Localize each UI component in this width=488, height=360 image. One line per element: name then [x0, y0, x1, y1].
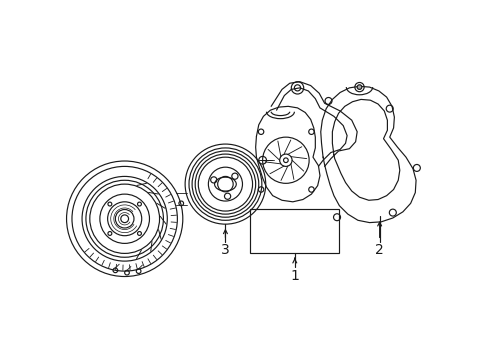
Bar [250, 209, 339, 253]
Text: 3: 3 [221, 243, 229, 257]
Circle shape [356, 85, 361, 89]
Text: 2: 2 [374, 243, 383, 257]
Text: 1: 1 [290, 269, 299, 283]
